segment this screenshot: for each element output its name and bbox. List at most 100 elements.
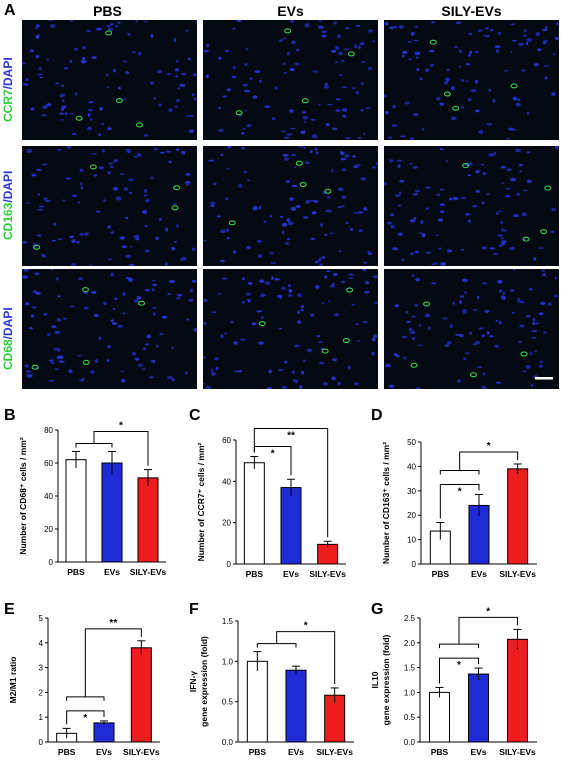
marker-label: CD163 <box>1 202 15 240</box>
y-tick-label: 3 <box>39 664 44 673</box>
bar <box>468 673 489 743</box>
category-label: SILY-EVs <box>123 747 160 757</box>
category-label: EVs <box>471 569 487 579</box>
y-tick-label: 1.5 <box>222 617 234 626</box>
significance-label: * <box>304 621 308 632</box>
row-label-ccr7: CCR7/DAPI <box>1 57 15 122</box>
stain-label: /DAPI <box>1 170 15 203</box>
stain-label: /DAPI <box>1 307 15 340</box>
row-label-cd68: CD68/DAPI <box>1 307 15 370</box>
y-tick-label: 0 <box>412 560 417 569</box>
y-tick-label: 0.5 <box>404 713 416 722</box>
y-axis-label: Number of CD163⁺ cells / mm² <box>381 442 391 564</box>
marker-label: CD68 <box>1 339 15 370</box>
micrograph-tile <box>384 20 559 140</box>
y-axis-label: Number of CCR7⁺ cells / mm² <box>196 442 206 561</box>
bar <box>93 722 115 743</box>
category-label: EVs <box>104 567 120 577</box>
significance-label: * <box>457 660 461 671</box>
y-tick-label: 60 <box>222 436 231 445</box>
micrograph-tile <box>203 146 378 266</box>
column-header-pbs: PBS <box>93 3 122 19</box>
panel-a-letter: A <box>4 2 16 19</box>
micrograph-tile <box>22 146 197 266</box>
scale-bar <box>535 377 553 380</box>
micrograph-tile <box>384 146 559 266</box>
significance-label: * <box>271 449 275 460</box>
y-tick-label: 10 <box>407 536 416 545</box>
panel-f-letter: F <box>189 601 199 618</box>
y-tick-label: 2.5 <box>404 614 416 623</box>
category-label: SILY-EVs <box>130 567 167 577</box>
y-tick-label: 0.0 <box>404 738 416 747</box>
bar <box>285 669 307 743</box>
column-header-sily-evs: SILY-EVs <box>441 3 502 19</box>
micrograph-tile <box>384 269 559 389</box>
y-tick-label: 50 <box>407 438 416 447</box>
bar <box>429 691 450 743</box>
y-tick-label: 40 <box>407 462 416 471</box>
y-tick-label: 0 <box>227 560 232 569</box>
y-tick-label: 1.0 <box>222 657 234 666</box>
category-label: SILY-EVs <box>499 569 536 579</box>
significance-bracket <box>439 657 479 684</box>
category-label: PBS <box>58 747 76 757</box>
category-label: PBS <box>432 569 450 579</box>
bar <box>243 462 265 565</box>
y-axis-label: gene expression (fold) <box>199 636 209 727</box>
micrograph-tile <box>203 269 378 389</box>
significance-bracket <box>459 451 519 471</box>
category-label: SILY-EVs <box>499 747 536 757</box>
significance-bracket <box>439 469 480 475</box>
category-label: EVs <box>283 569 299 579</box>
panel-d-letter: D <box>371 407 383 424</box>
bar <box>507 468 529 565</box>
significance-bracket <box>66 696 105 701</box>
y-tick-label: 2.0 <box>404 639 416 648</box>
y-axis-label: IL10 <box>370 671 380 688</box>
significance-bracket <box>84 628 142 697</box>
y-tick-label: 20 <box>44 525 53 534</box>
category-label: SILY-EVs <box>316 747 353 757</box>
bar <box>130 647 152 743</box>
y-tick-label: 80 <box>44 426 53 435</box>
micrograph-tile <box>22 269 197 389</box>
category-label: EVs <box>288 747 304 757</box>
significance-label: * <box>486 606 490 617</box>
marker-label: CCR7 <box>1 89 15 122</box>
y-tick-label: 60 <box>44 459 53 468</box>
bar <box>137 477 159 563</box>
y-axis-label: gene expression (fold) <box>381 634 391 725</box>
stain-label: /DAPI <box>1 57 15 90</box>
bar <box>246 660 268 743</box>
category-label: PBS <box>249 747 267 757</box>
bar <box>507 638 528 743</box>
y-axis-label: M2/M1 ratio <box>8 657 18 704</box>
y-tick-label: 0 <box>39 738 44 747</box>
significance-label: * <box>458 486 462 497</box>
y-tick-label: 4 <box>39 639 44 648</box>
category-label: EVs <box>470 747 486 757</box>
significance-bracket <box>253 428 329 538</box>
significance-label: * <box>83 713 87 724</box>
panel-e-letter: E <box>4 601 15 618</box>
micrograph-tile <box>22 20 197 140</box>
significance-label: * <box>487 441 491 452</box>
significance-label: ** <box>287 431 295 442</box>
y-tick-label: 5 <box>39 614 44 623</box>
category-label: EVs <box>96 747 112 757</box>
bar <box>101 462 123 563</box>
y-tick-label: 1.5 <box>404 664 416 673</box>
significance-bracket <box>458 616 518 645</box>
category-label: PBS <box>246 569 264 579</box>
significance-bracket <box>439 643 479 649</box>
y-tick-label: 2 <box>39 688 44 697</box>
category-label: PBS <box>67 567 85 577</box>
category-label: PBS <box>431 747 449 757</box>
category-label: SILY-EVs <box>309 569 346 579</box>
y-tick-label: 0.0 <box>222 738 234 747</box>
column-header-evs: EVs <box>277 3 304 19</box>
significance-bracket <box>66 710 105 725</box>
significance-bracket <box>93 430 149 466</box>
